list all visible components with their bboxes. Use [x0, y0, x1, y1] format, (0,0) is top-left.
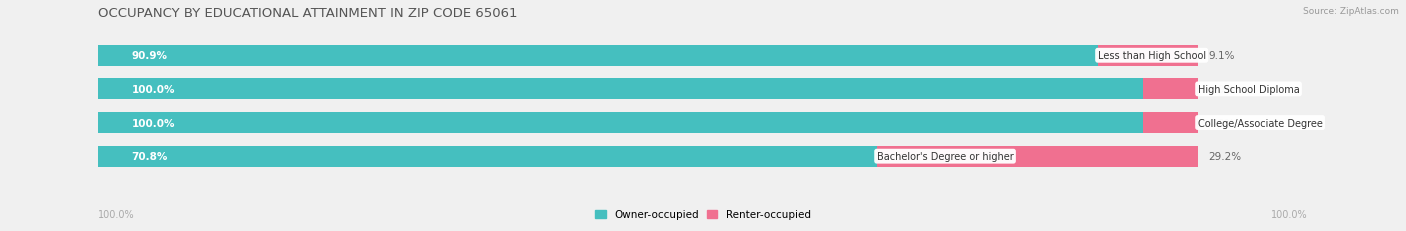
Bar [98, 113, 1198, 133]
Bar [1143, 113, 1198, 133]
Text: High School Diploma: High School Diploma [1198, 85, 1299, 94]
Bar [98, 146, 1198, 167]
Bar [98, 46, 1198, 66]
Text: 0.0%: 0.0% [1209, 118, 1234, 128]
Text: College/Associate Degree: College/Associate Degree [1198, 118, 1323, 128]
Bar [877, 146, 1198, 167]
Text: 9.1%: 9.1% [1209, 51, 1234, 61]
Bar [98, 146, 877, 167]
Legend: Owner-occupied, Renter-occupied: Owner-occupied, Renter-occupied [591, 205, 815, 224]
Text: 70.8%: 70.8% [131, 152, 167, 161]
Text: 100.0%: 100.0% [98, 210, 135, 219]
Text: Less than High School: Less than High School [1098, 51, 1206, 61]
Text: 100.0%: 100.0% [1271, 210, 1308, 219]
Bar [1098, 46, 1198, 66]
Text: 0.0%: 0.0% [1209, 85, 1234, 94]
Text: OCCUPANCY BY EDUCATIONAL ATTAINMENT IN ZIP CODE 65061: OCCUPANCY BY EDUCATIONAL ATTAINMENT IN Z… [98, 7, 517, 20]
Bar [98, 46, 1098, 66]
Bar [98, 113, 1198, 133]
Text: Source: ZipAtlas.com: Source: ZipAtlas.com [1303, 7, 1399, 16]
Bar [1143, 79, 1198, 100]
Text: 100.0%: 100.0% [131, 85, 174, 94]
Text: 90.9%: 90.9% [131, 51, 167, 61]
Text: 100.0%: 100.0% [131, 118, 174, 128]
Text: Bachelor's Degree or higher: Bachelor's Degree or higher [877, 152, 1014, 161]
Text: 29.2%: 29.2% [1209, 152, 1241, 161]
Bar [98, 79, 1198, 100]
Bar [98, 79, 1198, 100]
